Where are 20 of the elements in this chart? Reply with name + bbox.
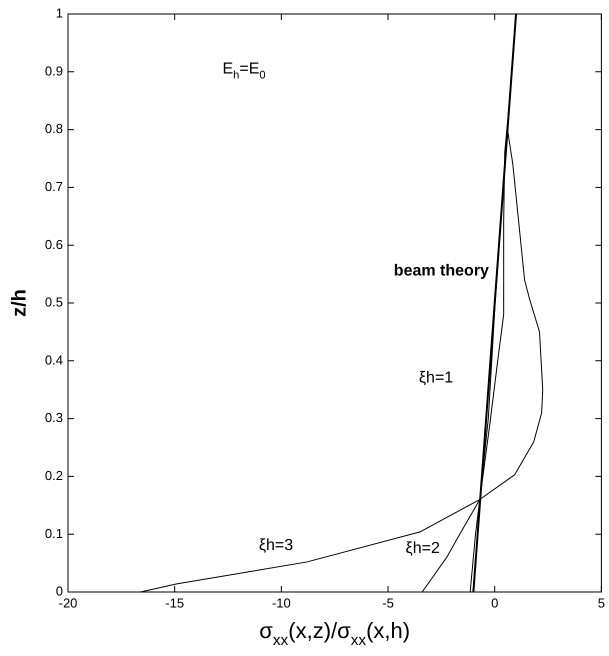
- y-tick-label: 0.5: [44, 294, 63, 310]
- y-tick-label: 0.4: [44, 352, 63, 368]
- y-tick-label: 0.2: [44, 468, 63, 483]
- x-tick-label: 5: [598, 595, 605, 610]
- y-axis-title: z/h: [8, 289, 31, 317]
- y-tick-label: 0.6: [44, 236, 63, 252]
- x-tick-label: 0: [491, 595, 498, 610]
- y-tick-label: 0.8: [44, 121, 63, 136]
- series-label: ξh=3: [258, 537, 294, 554]
- y-tick-label: 1: [56, 6, 63, 21]
- x-tick-label: -15: [165, 595, 184, 610]
- y-tick-label: 0.3: [44, 410, 63, 426]
- series-label: beam theory: [394, 262, 490, 280]
- y-tick-label: 0.1: [44, 526, 63, 541]
- y-tick-label: 0.9: [44, 63, 63, 78]
- x-tick-label: -10: [272, 595, 291, 610]
- text: ξh=1: [418, 370, 454, 387]
- series-label: ξh=2: [406, 540, 440, 558]
- y-tick-label: 0.7: [44, 178, 63, 194]
- x-tick-label: -5: [382, 595, 394, 610]
